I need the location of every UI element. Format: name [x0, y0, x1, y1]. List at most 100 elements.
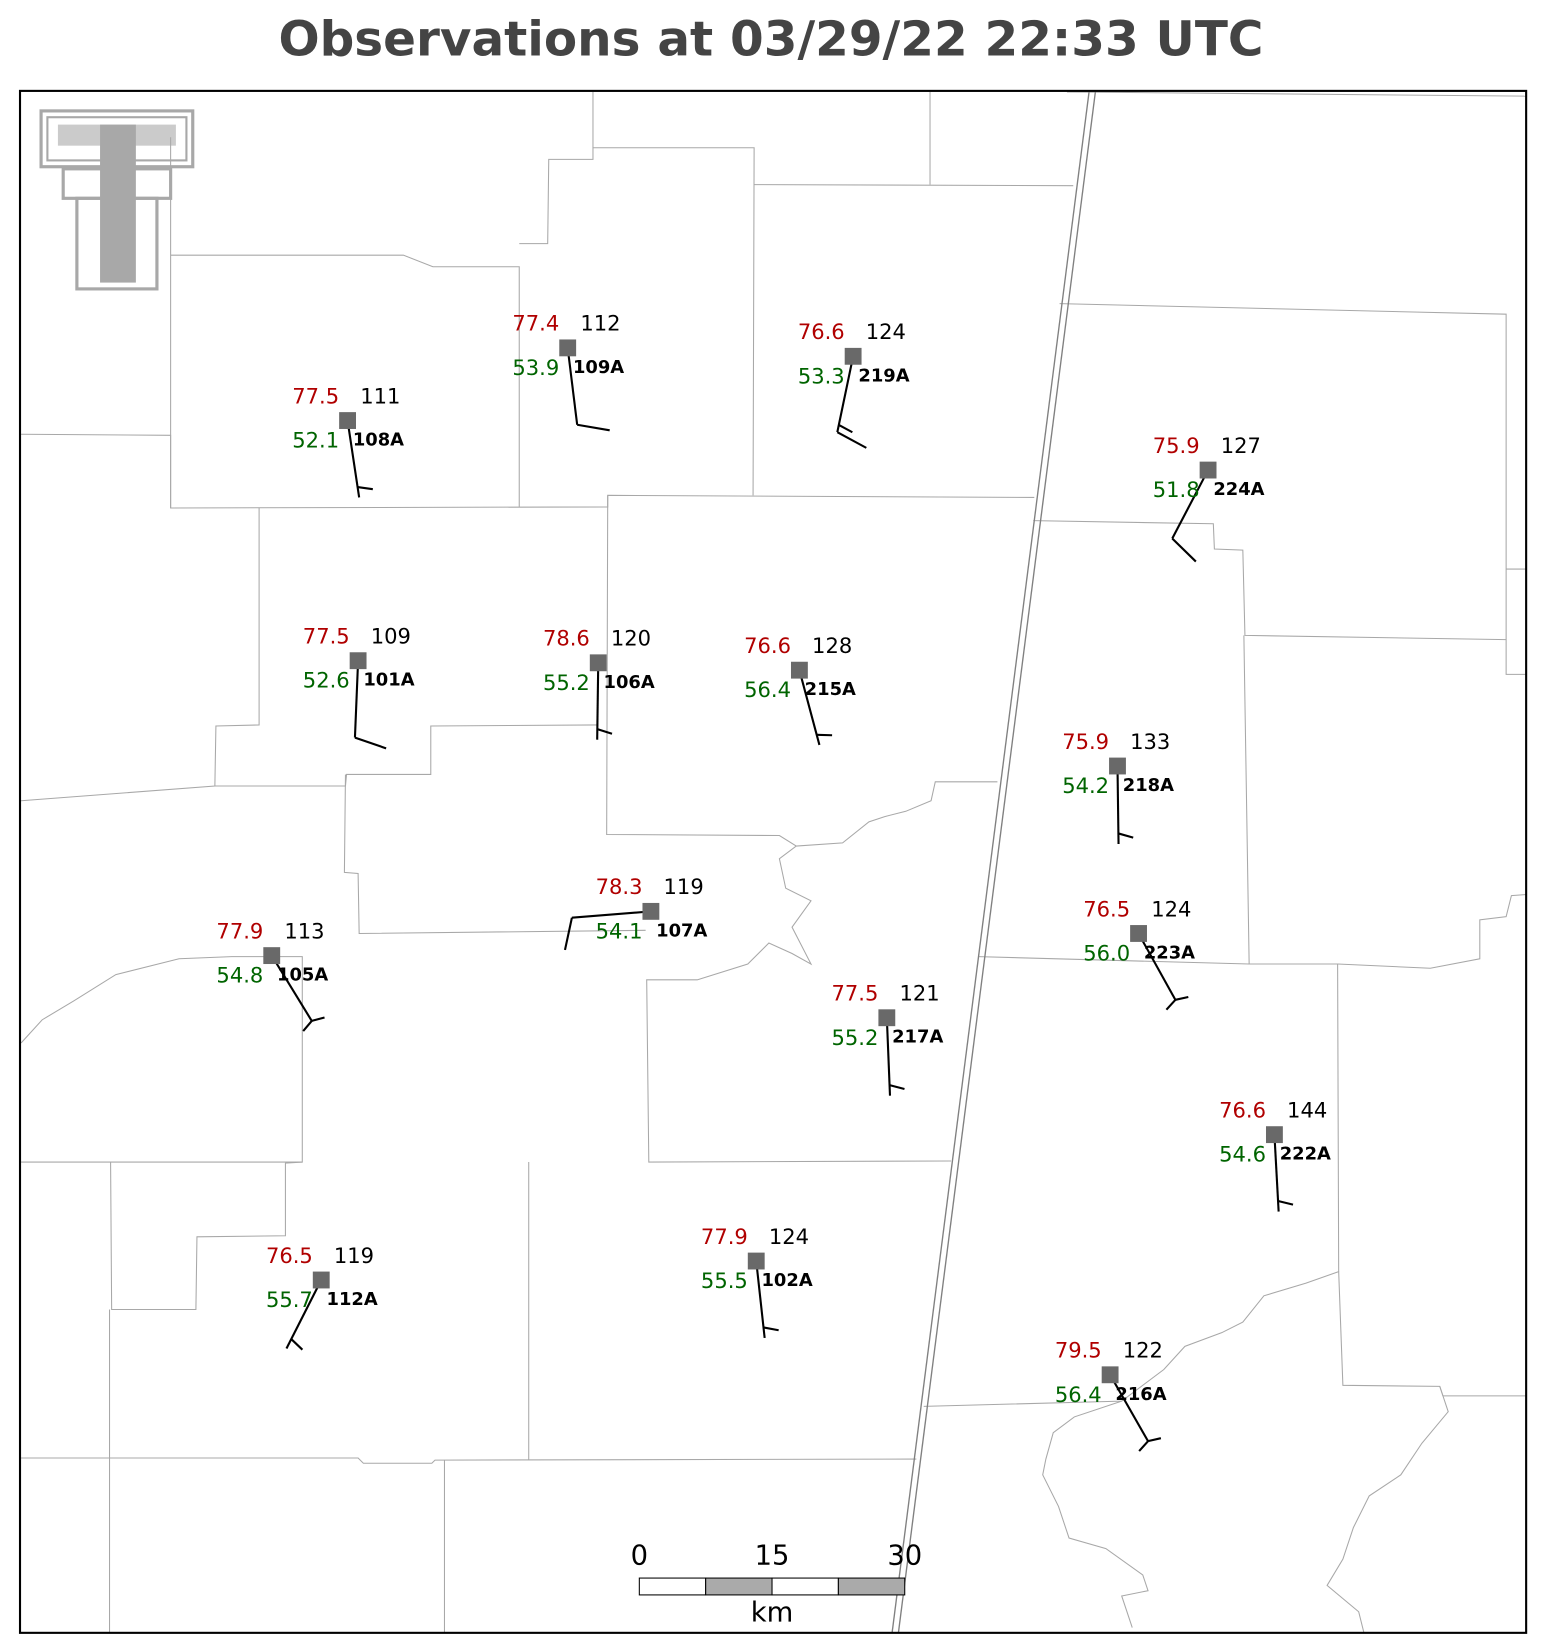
dewpoint: 53.9 — [512, 355, 559, 380]
wind-barb — [563, 917, 573, 951]
temperature: 76.6 — [798, 319, 845, 344]
wind-barb — [1118, 832, 1134, 839]
dewpoint: 52.6 — [303, 668, 350, 693]
wind-barb — [1175, 995, 1189, 1001]
station-value: 113 — [284, 918, 324, 943]
station-value: 124 — [769, 1224, 809, 1249]
station-id: 215A — [805, 679, 856, 700]
station-value: 112 — [580, 311, 620, 336]
station-value: 144 — [1287, 1097, 1327, 1122]
wind-staff — [346, 420, 361, 498]
station-marker — [589, 654, 607, 672]
wind-staff — [285, 1279, 323, 1349]
temperature: 77.4 — [512, 311, 559, 336]
wind-barb — [597, 728, 613, 735]
station-marker — [1199, 461, 1217, 479]
dewpoint: 56.0 — [1083, 941, 1130, 966]
scale-unit: km — [751, 1597, 794, 1628]
wind-staff — [798, 669, 821, 746]
dewpoint: 56.4 — [744, 677, 791, 702]
wind-barb — [1147, 1437, 1162, 1443]
station-value: 128 — [812, 633, 852, 658]
station-value: 109 — [371, 624, 411, 649]
wind-staff — [571, 910, 651, 919]
station-id: 109A — [573, 357, 624, 378]
logo — [39, 109, 195, 291]
station-id: 223A — [1144, 942, 1195, 963]
wind-barb — [1138, 1440, 1149, 1452]
wind-barb — [357, 485, 373, 491]
scale-segment — [705, 1577, 773, 1596]
temperature: 77.9 — [216, 918, 263, 943]
wind-barb — [302, 1020, 313, 1032]
station-marker — [349, 652, 367, 670]
scale-bar: 0 15 30 km — [631, 1541, 923, 1629]
temperature: 77.5 — [303, 624, 350, 649]
dewpoint: 52.1 — [292, 428, 339, 453]
wind-staff — [1137, 932, 1177, 1001]
map-frame — [18, 89, 1528, 1634]
stations: 77.5 111 52.1 108A 77.4 112 53.9 109A 76.6 124 53.… — [216, 311, 1331, 1452]
temperature: 75.9 — [1062, 729, 1109, 754]
station-id: 105A — [277, 965, 328, 986]
wind-barb — [836, 431, 867, 449]
station-marker — [878, 1009, 896, 1027]
wind-staff — [1116, 766, 1120, 844]
temperature: 76.6 — [1219, 1097, 1266, 1122]
state-border — [891, 91, 1097, 1633]
station-marker — [339, 412, 356, 429]
temperature: 77.5 — [832, 981, 879, 1006]
county-borders — [20, 91, 1527, 1633]
station-marker — [844, 347, 862, 365]
temperature: 78.6 — [543, 626, 590, 651]
scale-label: 0 — [631, 1541, 648, 1572]
wind-barb — [889, 1084, 905, 1091]
station-id: 108A — [353, 430, 404, 451]
temperature: 75.9 — [1153, 433, 1200, 458]
wind-staff — [353, 660, 360, 738]
wind-barb — [763, 1326, 779, 1332]
wind-staff — [755, 1260, 766, 1339]
wind-barb — [1165, 999, 1177, 1011]
scale-label: 15 — [755, 1541, 790, 1572]
station-marker — [642, 902, 660, 920]
temperature: 77.9 — [701, 1224, 748, 1249]
wind-staff — [1171, 469, 1210, 540]
station-id: 112A — [327, 1289, 378, 1310]
wind-barb — [354, 736, 387, 750]
station-id: 222A — [1280, 1144, 1331, 1165]
map-title: Observations at 03/29/22 22:33 UTC — [278, 11, 1263, 67]
wind-barb — [290, 1338, 304, 1351]
dewpoint: 55.2 — [832, 1025, 879, 1050]
station-marker — [312, 1271, 330, 1289]
station-marker — [1265, 1126, 1283, 1144]
station-marker — [559, 339, 577, 357]
station-value: 122 — [1123, 1338, 1163, 1363]
station-value: 124 — [866, 319, 906, 344]
scale-label: 30 — [887, 1541, 922, 1572]
dewpoint: 55.5 — [701, 1268, 748, 1293]
station-marker — [263, 947, 281, 965]
station-value: 133 — [1130, 729, 1170, 754]
temperature: 76.5 — [266, 1243, 313, 1268]
dewpoint: 56.4 — [1055, 1382, 1102, 1407]
dewpoint: 54.2 — [1062, 773, 1109, 798]
dewpoint: 55.7 — [266, 1287, 313, 1312]
dewpoint: 51.8 — [1153, 477, 1200, 502]
station-id: 106A — [604, 672, 655, 693]
station-id: 101A — [363, 670, 414, 691]
station-id: 102A — [761, 1270, 812, 1291]
wind-barb — [838, 423, 853, 434]
dewpoint: 54.6 — [1219, 1142, 1266, 1167]
station-marker — [790, 661, 808, 679]
station-id: 224A — [1213, 479, 1264, 500]
temperature: 79.5 — [1055, 1338, 1102, 1363]
wind-staff — [1109, 1374, 1149, 1442]
station-value: 124 — [1151, 896, 1191, 921]
wind-staff — [885, 1017, 892, 1096]
wind-staff — [1273, 1134, 1280, 1212]
dewpoint: 53.3 — [798, 363, 845, 388]
wind-barb — [1171, 537, 1197, 563]
station-value: 119 — [664, 874, 704, 899]
